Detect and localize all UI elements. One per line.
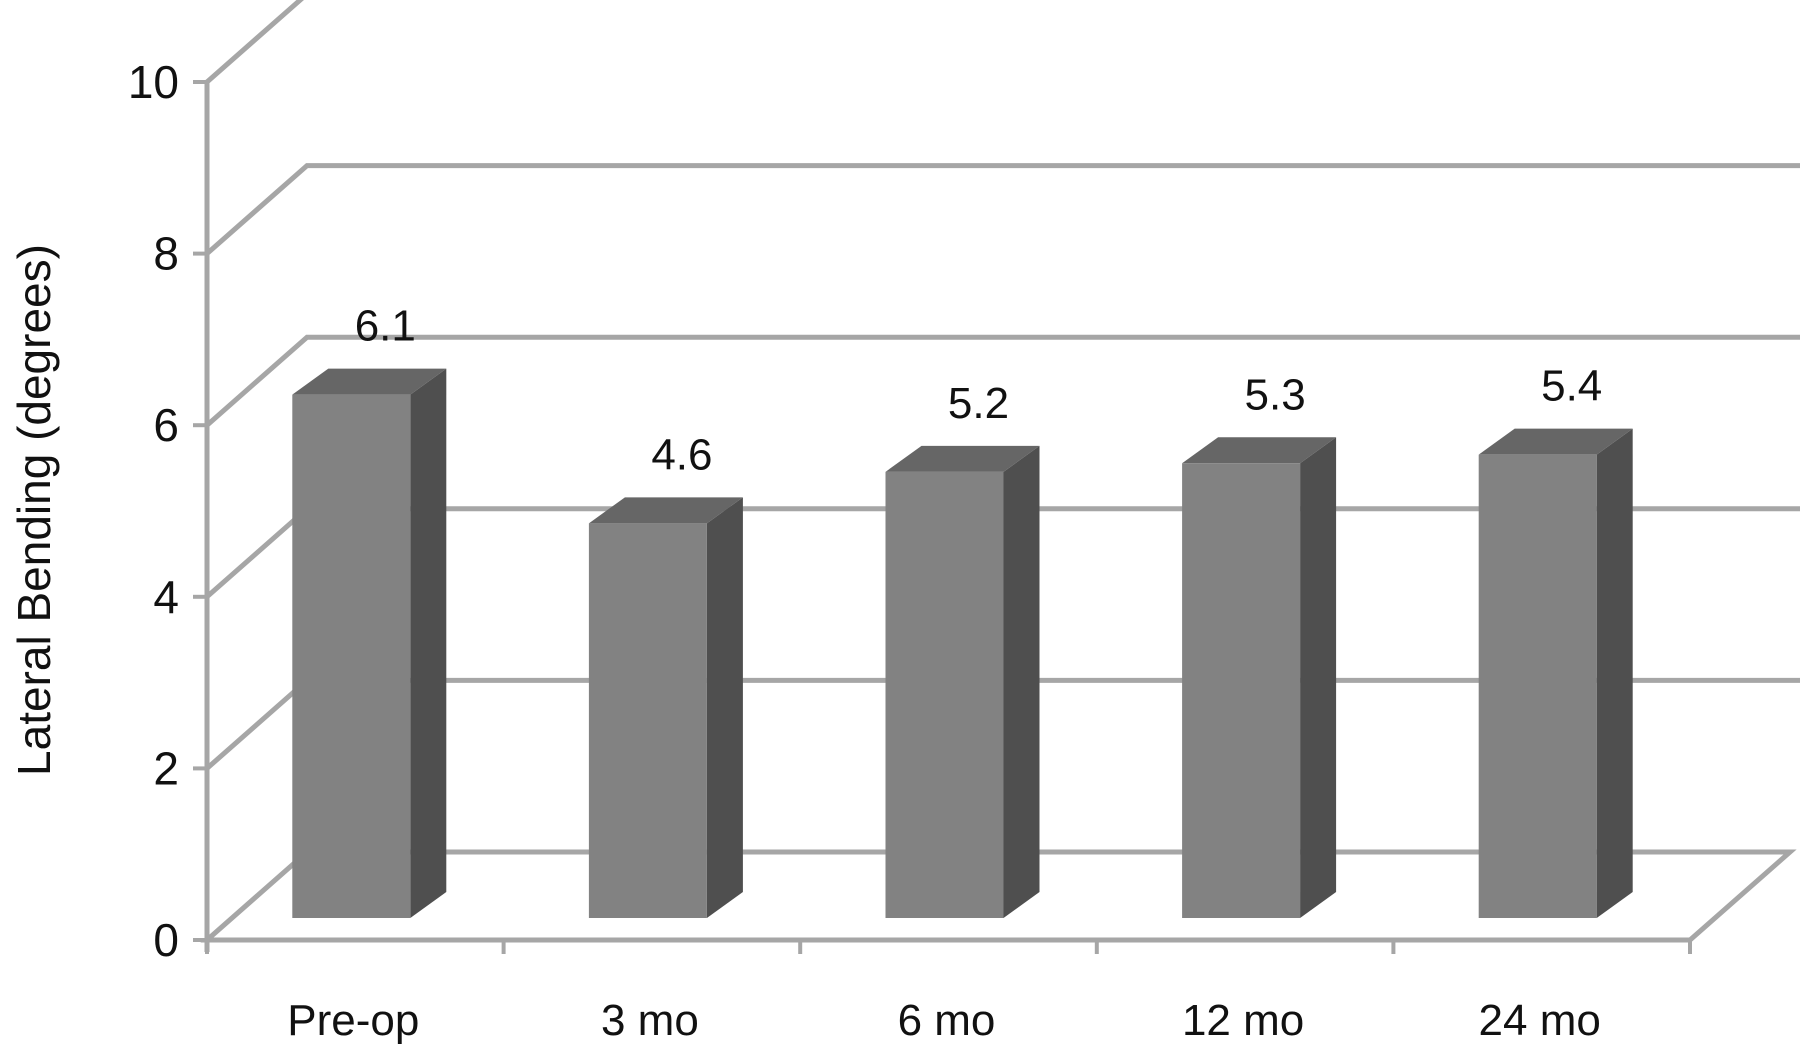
gridline	[205, 163, 1800, 256]
gridline	[205, 334, 1800, 428]
y-tick-label: 4	[153, 571, 179, 623]
y-tick-label: 10	[128, 56, 179, 108]
bar-series	[292, 368, 1633, 918]
bar-front	[292, 394, 411, 918]
x-tick-labels: Pre-op 3 mo 6 mo 12 mo 24 mo	[287, 996, 1601, 1045]
x-tick-label: 6 mo	[898, 996, 996, 1045]
y-tick-labels: 0 2 4 6 8 10	[128, 56, 179, 966]
bar	[885, 445, 1040, 918]
bar-side	[1300, 437, 1337, 918]
bar-top	[292, 368, 447, 395]
bar-top	[1478, 428, 1633, 455]
data-labels: 6.1 4.6 5.2 5.3 5.4	[355, 302, 1603, 480]
bar-front	[885, 471, 1004, 918]
bar-top	[1182, 437, 1337, 464]
bar-side	[1003, 445, 1040, 918]
bar	[1478, 428, 1633, 918]
axes	[193, 80, 1692, 954]
bar-front	[1182, 463, 1301, 918]
x-tick-label: 12 mo	[1182, 996, 1304, 1045]
x-tick-label: Pre-op	[287, 996, 419, 1045]
bar-top	[588, 497, 743, 524]
data-label: 5.4	[1541, 362, 1602, 411]
x-tick-label: 3 mo	[601, 996, 699, 1045]
bar-front	[588, 523, 707, 918]
y-axis-label: Lateral Bending (degrees)	[8, 244, 60, 776]
bar	[292, 368, 447, 918]
bar	[588, 497, 743, 918]
data-label: 5.2	[948, 379, 1009, 428]
data-label: 5.3	[1245, 370, 1306, 419]
y-tick-label: 8	[153, 228, 179, 280]
bar-front	[1478, 454, 1597, 918]
bar-side	[1596, 428, 1633, 918]
y-tick-label: 6	[153, 399, 179, 451]
bar-side	[706, 497, 743, 918]
data-label: 4.6	[651, 430, 712, 479]
bar-top	[885, 445, 1040, 472]
gridline	[205, 0, 304, 84]
bar	[1182, 437, 1337, 918]
data-label: 6.1	[355, 302, 416, 351]
y-tick-label: 0	[153, 914, 179, 966]
y-tick-label: 2	[153, 742, 179, 794]
x-tick-label: 24 mo	[1479, 996, 1601, 1045]
bar-side	[410, 368, 447, 918]
